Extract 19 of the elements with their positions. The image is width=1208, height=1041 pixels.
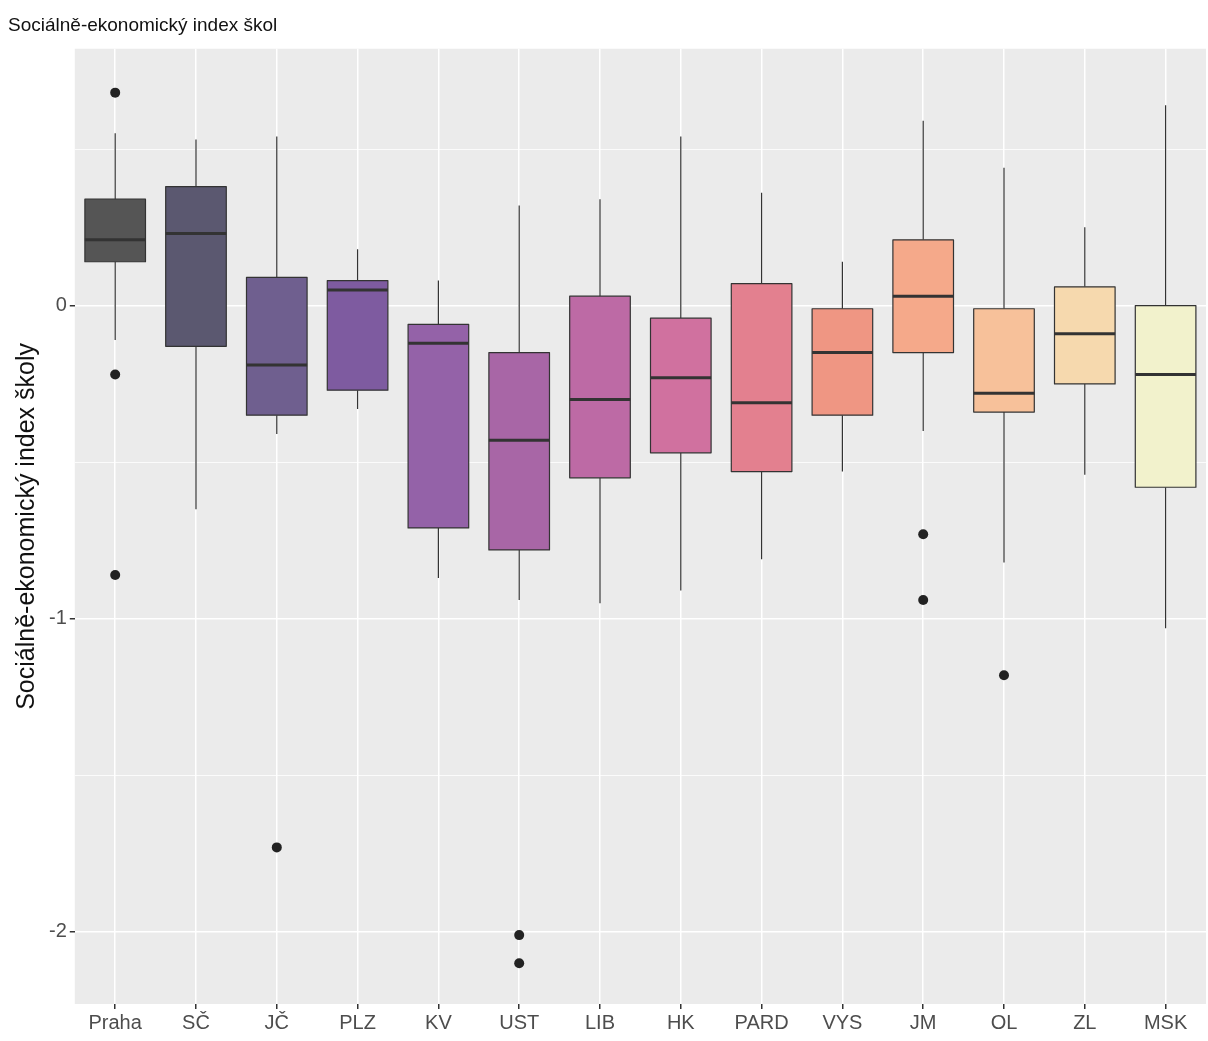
x-tick-label: Praha (88, 1010, 143, 1033)
chart-title: Sociálně-ekonomický index škol (8, 13, 278, 35)
x-tick-label: PARD (734, 1010, 789, 1033)
x-tick-label: HK (666, 1010, 696, 1033)
x-tick-label: SČ (182, 1010, 210, 1033)
y-tick-label: -2 (48, 919, 67, 942)
x-tick-label: UST (499, 1010, 540, 1033)
x-tick-label: ZL (1073, 1010, 1097, 1033)
y-axis-title: Sociálně-ekonomický index školy (10, 342, 39, 710)
x-tick-label: OL (990, 1010, 1018, 1033)
x-tick-label: JČ (264, 1010, 290, 1033)
x-tick-label: KV (425, 1010, 453, 1033)
x-tick-label: JM (909, 1010, 937, 1033)
y-tick-label: -1 (48, 606, 67, 629)
x-tick-label: VYS (822, 1010, 863, 1033)
y-tick-label: 0 (55, 293, 67, 316)
x-tick-label: LIB (584, 1010, 616, 1033)
x-tick-label: MSK (1143, 1010, 1188, 1033)
x-tick-label: PLZ (339, 1010, 376, 1033)
